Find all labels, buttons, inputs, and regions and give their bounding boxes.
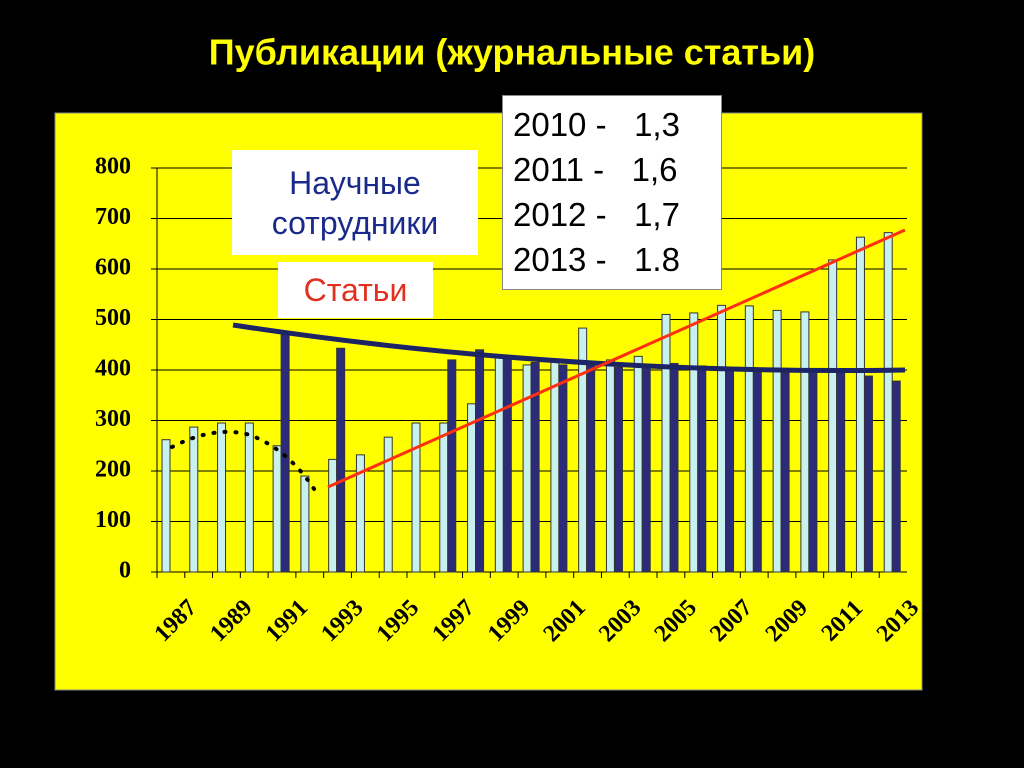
y-tick-label: 400 xyxy=(95,356,131,382)
legend-staff: Научные сотрудники xyxy=(232,150,478,255)
bar xyxy=(836,372,846,573)
bar xyxy=(439,422,449,573)
ratio-line: 2011 - 1,6 xyxy=(513,151,678,188)
bar xyxy=(328,458,338,573)
bar xyxy=(272,445,282,573)
bar xyxy=(475,349,485,573)
bar xyxy=(800,311,810,573)
bar xyxy=(447,359,457,573)
bar xyxy=(161,439,171,573)
bar xyxy=(772,309,782,573)
bar xyxy=(558,364,568,573)
bar xyxy=(717,304,727,573)
bar xyxy=(244,422,254,573)
ratio-line: 2010 - 1,3 xyxy=(513,106,680,143)
bar xyxy=(891,380,901,573)
legend-articles: Статьи xyxy=(278,262,433,318)
y-tick-label: 700 xyxy=(95,204,131,230)
trend-staff xyxy=(232,322,906,373)
bar xyxy=(467,403,477,573)
bar xyxy=(697,365,707,573)
bar xyxy=(336,347,346,573)
bar xyxy=(744,305,754,573)
ratio-lines: 2010 - 1,3 2011 - 1,6 2012 - 1,7 2013 - 1.8 xyxy=(513,102,711,282)
bar xyxy=(383,436,393,573)
bar xyxy=(605,359,615,573)
chart-title: Публикации (журнальные статьи) xyxy=(209,32,816,73)
bar xyxy=(689,312,699,573)
bar xyxy=(502,357,512,573)
y-tick-label: 200 xyxy=(95,457,131,483)
bar xyxy=(669,362,679,573)
y-tick-label: 0 xyxy=(119,558,131,584)
ratio-box: 2010 - 1,3 2011 - 1,6 2012 - 1,7 2013 - 1.8 xyxy=(502,95,722,290)
bar xyxy=(217,422,227,573)
bar xyxy=(633,355,643,573)
bar xyxy=(863,375,873,573)
y-tick-label: 100 xyxy=(95,507,131,533)
bar xyxy=(855,236,865,573)
ratio-line: 2013 - 1.8 xyxy=(513,241,680,278)
bar xyxy=(280,334,290,573)
bar xyxy=(883,232,893,573)
bar xyxy=(828,259,838,573)
bar xyxy=(752,372,762,573)
bar xyxy=(300,475,310,573)
bar xyxy=(530,361,540,573)
bar xyxy=(808,369,818,573)
bar xyxy=(661,313,671,573)
trend-articles xyxy=(327,228,906,489)
y-tick-label: 300 xyxy=(95,406,131,432)
bar xyxy=(411,422,421,573)
y-tick-label: 600 xyxy=(95,255,131,281)
y-tick-label: 800 xyxy=(95,154,131,180)
bar xyxy=(780,372,790,573)
bar xyxy=(550,360,560,573)
bar xyxy=(641,365,651,573)
bar xyxy=(355,454,365,573)
y-tick-label: 500 xyxy=(95,305,131,331)
bar xyxy=(189,426,199,573)
bar xyxy=(494,355,504,573)
bar xyxy=(586,362,596,573)
bar xyxy=(613,366,623,573)
ratio-line: 2012 - 1,7 xyxy=(513,196,680,233)
bar xyxy=(725,366,735,573)
trend-early xyxy=(170,429,320,497)
